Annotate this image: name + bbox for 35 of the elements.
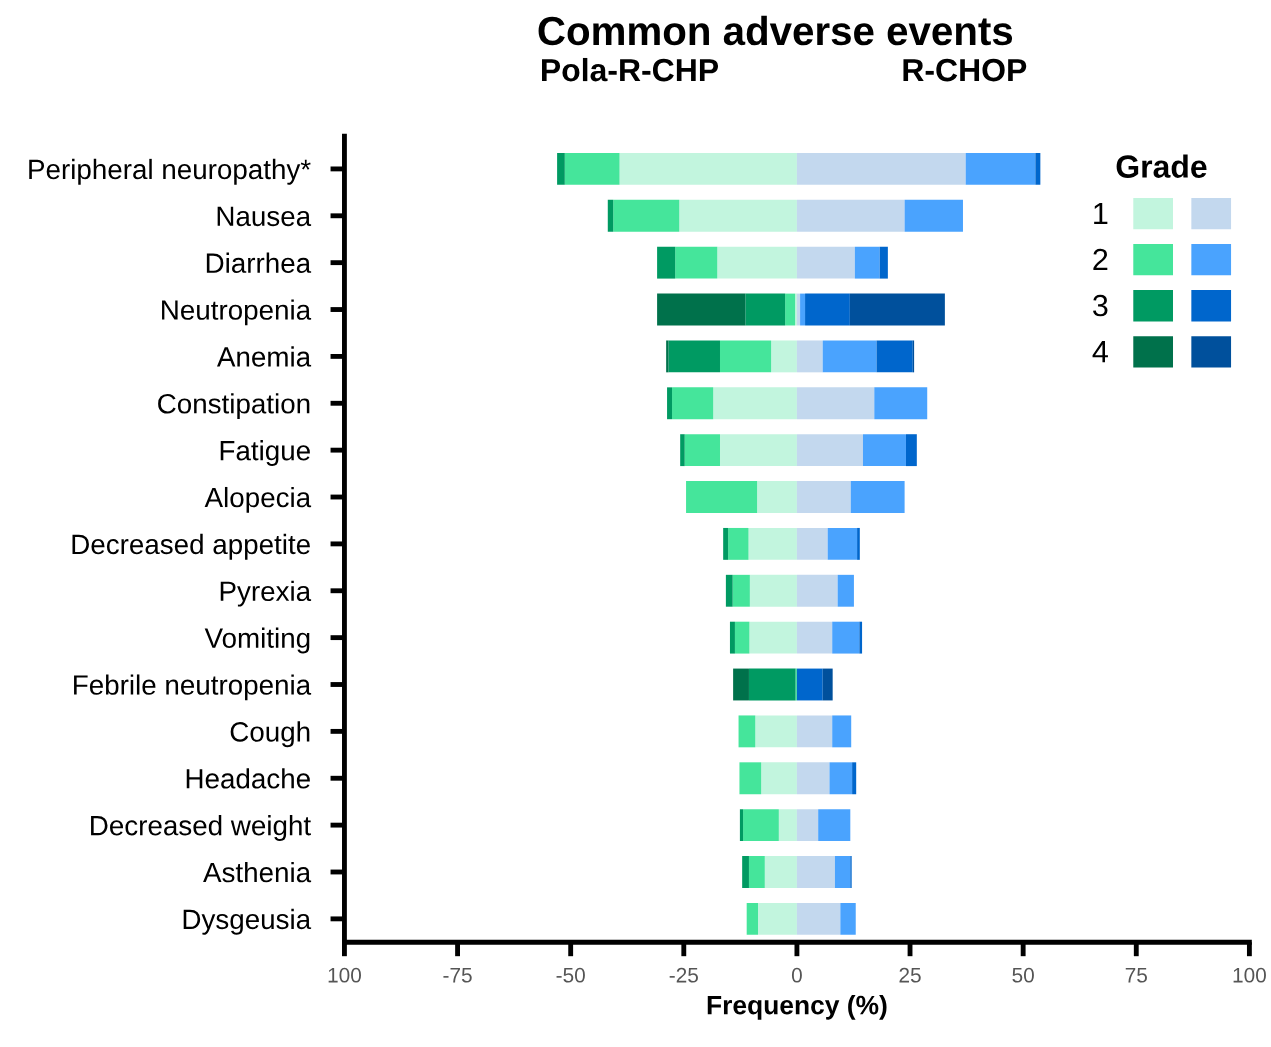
x-tick-label: 25 <box>899 967 921 983</box>
y-tick-label: Diarrhea <box>206 252 312 273</box>
y-tick-label: Pyrexia <box>220 580 312 607</box>
y-tick-label: Febrile neutropenia <box>74 674 312 701</box>
legend-label: 2 <box>1093 248 1108 271</box>
y-tick-label: Cough <box>230 721 310 748</box>
y-tick-label: Neutropenia <box>162 299 312 326</box>
x-tick-label: 100 <box>328 967 362 983</box>
y-tick-label: Anemia <box>216 346 312 367</box>
legend-title: Grade <box>1116 154 1207 178</box>
x-tick-label: 50 <box>1012 967 1034 983</box>
y-tick-label: Vomiting <box>204 627 310 654</box>
x-tick-label: -75 <box>443 968 472 983</box>
text: R-CHOP <box>903 58 1027 82</box>
legend-label: 3 <box>1093 294 1108 317</box>
x-tick-label: -25 <box>669 967 698 983</box>
text: Pola-R-CHP <box>542 57 719 82</box>
y-tick-label: Nausea <box>217 206 312 227</box>
y-tick-label: Decreased appetite <box>72 533 310 560</box>
x-tick-label: -50 <box>556 967 585 983</box>
y-tick-label: Alopecia <box>204 486 312 513</box>
x-tick-label: 75 <box>1125 968 1147 983</box>
legend-label: 4 <box>1092 341 1108 363</box>
y-tick-label: Peripheral neuropathy* <box>29 158 311 185</box>
x-tick-label: 0 <box>791 967 802 983</box>
y-tick-label: Headache <box>186 768 310 789</box>
legend-label: 1 <box>1094 202 1108 224</box>
y-tick-label: Fatigue <box>220 440 310 466</box>
y-tick-label: Asthenia <box>203 861 312 883</box>
y-tick-label: Constipation <box>158 393 310 420</box>
y-tick-label: Decreased weight <box>91 815 311 841</box>
x-axis-title: Frequency (%) <box>707 995 887 1020</box>
chart-title: Common adverse events <box>538 15 1013 46</box>
y-tick-label: Dysgeusia <box>183 908 312 935</box>
x-tick-label: 100 <box>1233 967 1266 983</box>
